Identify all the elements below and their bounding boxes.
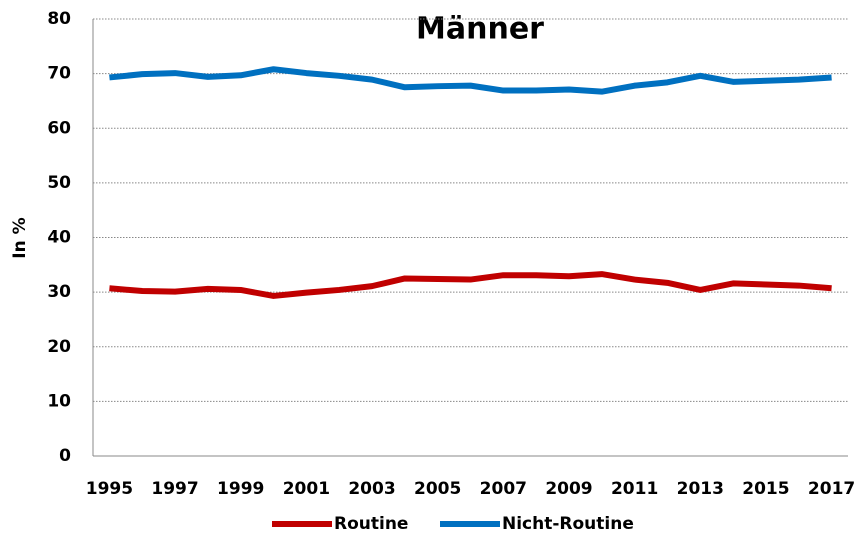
y-tick-label: 0 (59, 446, 71, 466)
y-tick-label: 50 (47, 173, 71, 193)
x-tick-label: 2001 (283, 479, 330, 499)
y-tick-label: 30 (47, 282, 71, 302)
x-tick-label: 2007 (480, 479, 527, 499)
legend-label: Nicht-Routine (502, 514, 634, 534)
x-tick-label: 2005 (414, 479, 461, 499)
x-tick-label: 1995 (86, 479, 133, 499)
chart-title: Männer (416, 12, 544, 47)
y-tick-label: 80 (47, 9, 71, 29)
y-tick-label: 10 (47, 391, 71, 411)
x-tick-label: 1999 (217, 479, 264, 499)
x-tick-label: 2003 (348, 479, 395, 499)
series-line (109, 271, 832, 299)
x-tick-label: 2017 (808, 479, 855, 499)
y-axis-label: In % (10, 217, 30, 258)
x-tick-label: 2015 (742, 479, 789, 499)
x-tick-label: 2013 (677, 479, 724, 499)
y-tick-label: 60 (47, 118, 71, 138)
x-tick-label: 2009 (545, 479, 592, 499)
legend-label: Routine (334, 514, 408, 534)
y-tick-label: 70 (47, 64, 71, 84)
y-tick-label: 40 (47, 228, 71, 248)
x-tick-label: 2011 (611, 479, 658, 499)
x-tick-label: 1997 (151, 479, 198, 499)
y-tick-label: 20 (47, 337, 71, 357)
series-line (109, 66, 832, 95)
